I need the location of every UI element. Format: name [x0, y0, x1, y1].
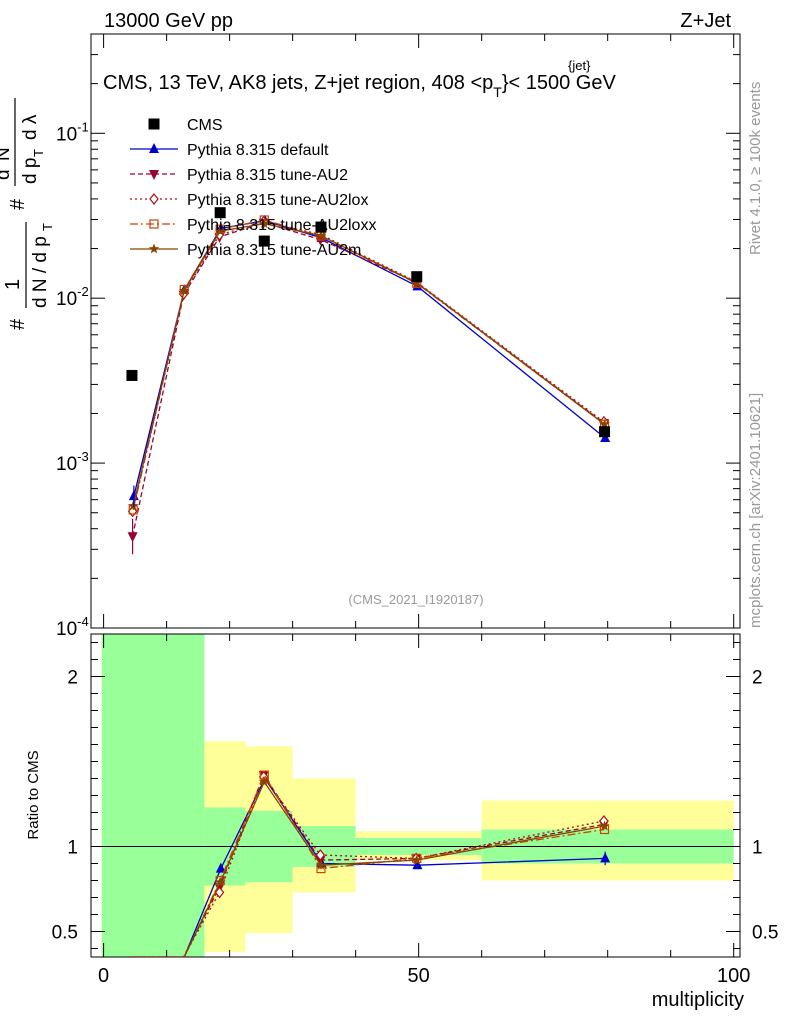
axis-tick-labels: 0 50 100 10-4 10-3 10-2 10-1 0.5 0.5 1 1 2 2 — [52, 119, 779, 987]
ratio-tick-label-2: 2 — [67, 668, 78, 689]
data-point-0 — [126, 369, 138, 381]
data-point-4 — [315, 221, 327, 233]
x-tick-label-50: 50 — [408, 965, 430, 987]
header-left: 13000 GeV pp — [104, 10, 233, 32]
mcplots-label: mcplots.cern.ch [arXiv:2401.10621] — [747, 393, 764, 628]
ylabel-hash-a: # — [7, 318, 29, 330]
ratio-2-point-2 — [214, 886, 225, 899]
legend: CMS Pythia 8.315 default Pythia 8.315 tune… — [130, 117, 376, 259]
ylabel-hash-b: # — [7, 198, 29, 210]
ratio-tick-label-right-2: 2 — [752, 668, 763, 689]
x-tick-label-100: 100 — [717, 965, 750, 987]
ratio-0-point-2 — [215, 862, 226, 873]
x-axis-label: multiplicity — [652, 989, 744, 1011]
ylabel-one: 1 — [2, 279, 24, 290]
plot-title: CMS, 13 TeV, AK8 jets, Z+jet region, 408… — [103, 72, 616, 100]
y-tick-label-3: 10-1 — [56, 119, 89, 145]
ylabel-dndpt: d N / d p — [30, 236, 51, 308]
legend-marker-0 — [148, 118, 160, 130]
ratio-y-label: Ratio to CMS — [25, 750, 42, 839]
ylabel-sup-2: 2 — [0, 161, 3, 168]
ratio-4-point-4 — [315, 859, 327, 870]
rivet-label: Rivet 4.1.0, ≥ 100k events — [747, 82, 764, 255]
legend-label-2: Pythia 8.315 tune-AU2 — [187, 167, 348, 184]
legend-marker-1 — [149, 143, 159, 153]
ylabel-dlambda: d λ — [20, 114, 41, 140]
legend-label-4: Pythia 8.315 tune-AU2loxx — [187, 217, 376, 234]
title-main: CMS, 13 TeV, AK8 jets, Z+jet region, 408… — [103, 72, 493, 94]
ratio-4-point-5 — [411, 854, 422, 865]
header-right: Z+Jet — [680, 10, 731, 32]
legend-marker-4 — [149, 219, 159, 229]
legend-label-3: Pythia 8.315 tune-AU2lox — [187, 192, 368, 209]
ylabel-sub-t-2: T — [31, 149, 46, 157]
ylabel-sub-t-1: T — [40, 223, 55, 231]
ratio-4-point-3 — [259, 776, 270, 787]
ratio-1-point-4 — [315, 856, 326, 867]
series-4-point-1 — [179, 285, 190, 296]
ratio-0-point-5 — [412, 859, 423, 870]
series-4-point-0 — [128, 500, 139, 511]
title-superscript: {jet} — [568, 58, 591, 73]
ratio-4-point-2 — [214, 876, 226, 887]
series-4-point-5 — [411, 277, 422, 288]
y-tick-label-1: 10-3 — [56, 449, 89, 475]
legend-marker-5 — [148, 243, 160, 254]
data-point-3 — [258, 235, 270, 247]
series-4-point-2 — [214, 225, 226, 236]
y-tick-label-2: 10-2 — [56, 284, 89, 310]
ratio-2-point-4 — [315, 849, 326, 861]
data-point-5 — [411, 271, 423, 283]
x-tick-label-0: 0 — [98, 965, 109, 987]
ratio-tick-label-0.5: 0.5 — [52, 923, 78, 944]
legend-marker-2 — [149, 170, 159, 180]
y-tick-label-0: 10-4 — [56, 614, 89, 640]
ratio-tick-label-right-0.5: 0.5 — [752, 923, 778, 944]
ylabel-d: d — [0, 169, 14, 180]
ratio-4-point-6 — [599, 820, 610, 831]
legend-label-0: CMS — [187, 117, 223, 134]
y-axis-label: # 1 d N / d p T # d 2 N # d p T d λ — [0, 98, 55, 330]
series-4-point-4 — [315, 230, 327, 241]
ylabel-dpt: d p — [20, 158, 41, 184]
ratio-series-layer — [132, 770, 611, 957]
data-points-layer — [126, 207, 611, 438]
data-point-6 — [599, 426, 611, 438]
axis-ticks — [91, 33, 740, 957]
legend-marker-3 — [149, 193, 159, 205]
title-subscript: T — [493, 84, 502, 100]
data-point-2 — [214, 207, 226, 219]
legend-label-5: Pythia 8.315 tune-AU2m — [187, 242, 361, 259]
series-4-point-6 — [599, 418, 610, 429]
main-plot-frame — [90, 33, 741, 629]
series-4-point-3 — [259, 218, 270, 229]
analysis-id: (CMS_2021_I1920187) — [348, 592, 483, 607]
ratio-band-green-0 — [101, 634, 205, 957]
ratio-tick-label-right-1: 1 — [752, 838, 763, 859]
ratio-tick-label-1: 1 — [67, 838, 78, 859]
legend-label-1: Pythia 8.315 default — [187, 142, 329, 159]
ylabel-n: N — [0, 147, 14, 161]
title-tail: }< 1500 GeV — [502, 72, 617, 94]
